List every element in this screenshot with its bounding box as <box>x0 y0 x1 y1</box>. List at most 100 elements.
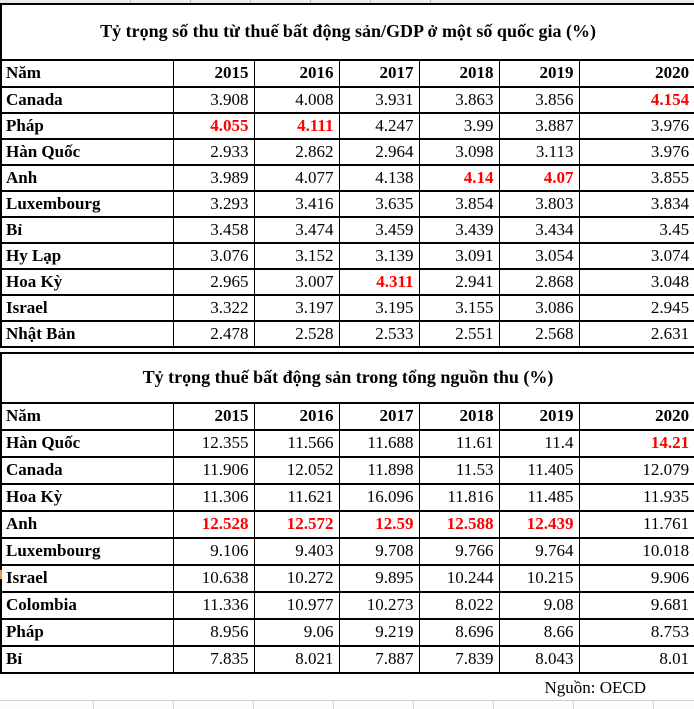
property-tax-gdp-table: Tỷ trọng số thu từ thuế bất động sản/GDP… <box>0 3 694 348</box>
value-cell: 3.007 <box>253 268 340 296</box>
value-cell: 12.052 <box>253 456 340 485</box>
spreadsheet-gridline-strip-top <box>0 0 694 4</box>
value-cell: 2.964 <box>338 138 420 166</box>
value-cell: 10.272 <box>253 564 340 593</box>
table-row: Colombia 11.336 10.977 10.273 8.022 9.08 9.681 <box>0 591 694 620</box>
value-cell-highlighted: 12.572 <box>253 510 340 539</box>
table-title-row: Tỷ trọng số thu từ thuế bất động sản/GDP… <box>0 3 694 61</box>
table-row: Luxembourg 9.106 9.403 9.708 9.766 9.764 10.01… <box>0 537 694 566</box>
value-cell: 9.219 <box>338 618 420 647</box>
table-header-row: Năm 2015 2016 2017 2018 2019 2020 <box>0 59 694 88</box>
value-cell: 3.113 <box>498 138 580 166</box>
gridline-tick <box>173 701 174 709</box>
value-cell: 3.856 <box>498 86 580 114</box>
value-cell: 4.008 <box>253 86 340 114</box>
table-row: Bỉ 7.835 8.021 7.887 7.839 8.043 8.01 <box>0 645 694 674</box>
country-name: Pháp <box>0 618 174 647</box>
gridline-tick <box>653 701 654 709</box>
country-name: Hoa Kỳ <box>0 268 174 296</box>
country-name: Israel <box>0 294 174 322</box>
year-column-header: 2015 <box>172 59 255 88</box>
table-row: Hàn Quốc 12.355 11.566 11.688 11.61 11.4 14.21 <box>0 429 694 458</box>
value-cell-highlighted: 12.588 <box>418 510 500 539</box>
value-cell: 4.138 <box>338 164 420 192</box>
value-cell: 3.887 <box>498 112 580 140</box>
value-cell: 3.976 <box>578 138 694 166</box>
gridline-tick <box>190 0 191 4</box>
table-row: Anh 12.528 12.572 12.59 12.588 12.439 11.761 <box>0 510 694 539</box>
gridline-tick <box>413 701 414 709</box>
gridline-tick <box>493 701 494 709</box>
table-row: Anh 3.989 4.077 4.138 4.14 4.07 3.855 <box>0 164 694 192</box>
country-name: Pháp <box>0 112 174 140</box>
value-cell-highlighted: 12.439 <box>498 510 580 539</box>
year-column-header: 2019 <box>498 59 580 88</box>
gridline-tick <box>333 701 334 709</box>
table-row: Canada 11.906 12.052 11.898 11.53 11.405 12.07… <box>0 456 694 485</box>
value-cell: 9.906 <box>578 564 694 593</box>
value-cell: 3.195 <box>338 294 420 322</box>
value-cell-highlighted: 4.14 <box>418 164 500 192</box>
country-name: Hàn Quốc <box>0 429 174 458</box>
value-cell: 3.931 <box>338 86 420 114</box>
value-cell: 9.681 <box>578 591 694 620</box>
value-cell: 3.803 <box>498 190 580 218</box>
value-cell: 11.336 <box>172 591 255 620</box>
country-name: Bỉ <box>0 216 174 244</box>
value-cell: 3.048 <box>578 268 694 296</box>
table-row: Nhật Bản 2.478 2.528 2.533 2.551 2.568 2.631 <box>0 320 694 348</box>
value-cell: 3.976 <box>578 112 694 140</box>
value-cell: 7.839 <box>418 645 500 674</box>
year-column-header: 2020 <box>578 59 694 88</box>
value-cell: 11.61 <box>418 429 500 458</box>
table-header-row: Năm 2015 2016 2017 2018 2019 2020 <box>0 402 694 431</box>
gridline-tick <box>130 0 131 4</box>
row-header-label: Năm <box>0 402 174 431</box>
value-cell: 11.405 <box>498 456 580 485</box>
value-cell: 2.941 <box>418 268 500 296</box>
value-cell: 3.074 <box>578 242 694 270</box>
year-column-header: 2017 <box>338 59 420 88</box>
value-cell: 3.293 <box>172 190 255 218</box>
value-cell: 3.863 <box>418 86 500 114</box>
value-cell: 2.631 <box>578 320 694 348</box>
gridline-tick <box>310 0 311 4</box>
value-cell: 2.945 <box>578 294 694 322</box>
spreadsheet-gridline-strip-bottom <box>0 700 694 709</box>
country-name: Israel <box>0 564 174 593</box>
value-cell-highlighted: 4.111 <box>253 112 340 140</box>
country-name: Nhật Bản <box>0 320 174 348</box>
value-cell: 3.908 <box>172 86 255 114</box>
value-cell: 16.096 <box>338 483 420 512</box>
value-cell: 3.434 <box>498 216 580 244</box>
value-cell: 11.53 <box>418 456 500 485</box>
value-cell: 3.635 <box>338 190 420 218</box>
gridline-tick <box>430 0 431 4</box>
value-cell: 11.761 <box>578 510 694 539</box>
table-row: Israel 3.322 3.197 3.195 3.155 3.086 2.945 <box>0 294 694 322</box>
value-cell: 7.887 <box>338 645 420 674</box>
value-cell: 8.043 <box>498 645 580 674</box>
value-cell: 10.273 <box>338 591 420 620</box>
table-title: Tỷ trọng thuế bất động sản trong tổng ng… <box>0 352 694 404</box>
value-cell: 3.054 <box>498 242 580 270</box>
gridline-tick <box>250 0 251 4</box>
country-name: Luxembourg <box>0 190 174 218</box>
value-cell: 9.895 <box>338 564 420 593</box>
value-cell: 3.474 <box>253 216 340 244</box>
value-cell: 10.215 <box>498 564 580 593</box>
value-cell: 3.155 <box>418 294 500 322</box>
table-row: Pháp 8.956 9.06 9.219 8.696 8.66 8.753 <box>0 618 694 647</box>
value-cell-highlighted: 4.055 <box>172 112 255 140</box>
row-header-label: Năm <box>0 59 174 88</box>
year-column-header: 2019 <box>498 402 580 431</box>
value-cell: 11.566 <box>253 429 340 458</box>
value-cell: 9.708 <box>338 537 420 566</box>
country-name: Bỉ <box>0 645 174 674</box>
year-column-header: 2018 <box>418 402 500 431</box>
value-cell: 10.977 <box>253 591 340 620</box>
gridline-tick <box>253 701 254 709</box>
value-cell: 10.638 <box>172 564 255 593</box>
country-name: Anh <box>0 510 174 539</box>
country-name: Luxembourg <box>0 537 174 566</box>
